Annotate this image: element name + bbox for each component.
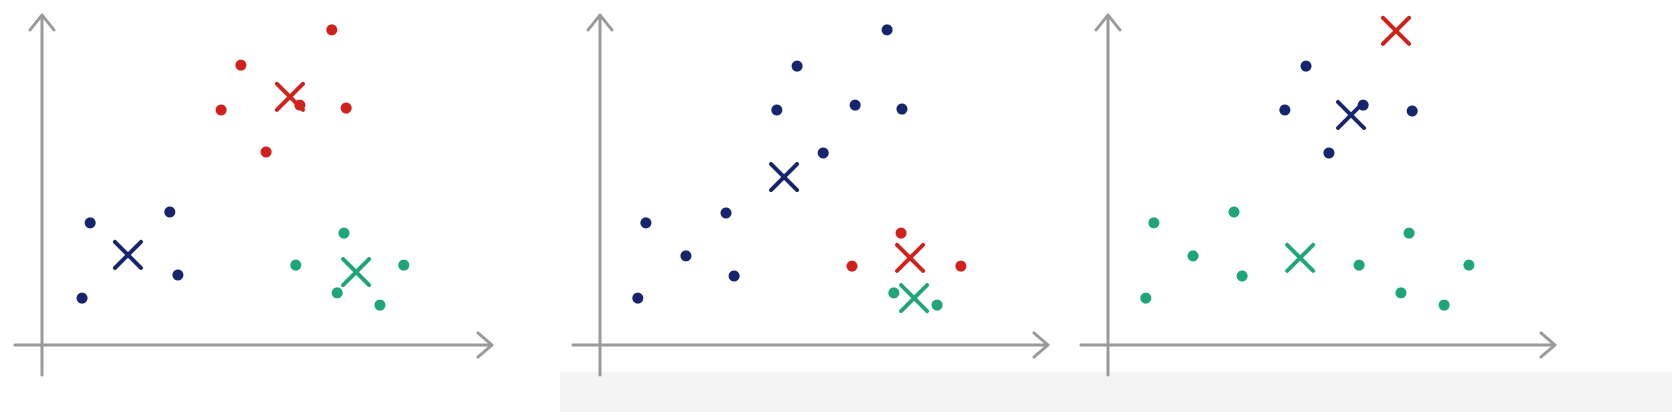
point xyxy=(76,292,88,304)
point xyxy=(846,260,858,272)
point xyxy=(164,206,176,218)
point xyxy=(398,259,410,271)
point xyxy=(84,217,96,229)
point xyxy=(640,217,652,229)
point xyxy=(338,227,350,239)
point xyxy=(172,269,184,281)
point xyxy=(720,207,732,219)
point xyxy=(728,270,740,282)
centroid xyxy=(112,239,143,270)
point xyxy=(1300,60,1312,72)
point xyxy=(331,287,343,299)
point xyxy=(1353,259,1365,271)
point xyxy=(1463,259,1475,271)
point xyxy=(1438,299,1450,311)
point xyxy=(881,24,893,36)
point xyxy=(791,60,803,72)
centroid xyxy=(895,242,926,273)
point xyxy=(931,299,943,311)
centroid xyxy=(899,283,930,314)
axes xyxy=(571,13,1050,377)
point xyxy=(340,102,352,114)
point xyxy=(1148,217,1160,229)
centroid xyxy=(1336,99,1366,130)
point xyxy=(955,260,967,272)
point xyxy=(290,259,302,271)
panel-axes xyxy=(13,13,1557,377)
point xyxy=(1140,292,1152,304)
point xyxy=(771,104,783,116)
point xyxy=(326,24,338,36)
centroid xyxy=(274,81,305,112)
background-strip xyxy=(560,372,1672,412)
point xyxy=(895,227,907,239)
centroid xyxy=(769,162,800,193)
point xyxy=(849,99,861,111)
point xyxy=(1403,227,1415,239)
point xyxy=(1187,250,1199,262)
point xyxy=(1323,147,1335,159)
point xyxy=(374,299,386,311)
point xyxy=(1406,105,1418,117)
point xyxy=(817,147,829,159)
centroid xyxy=(341,257,372,288)
axes xyxy=(1079,13,1557,377)
point xyxy=(260,146,272,158)
point xyxy=(888,287,900,299)
point xyxy=(680,250,692,262)
point xyxy=(632,292,644,304)
axes xyxy=(13,13,494,377)
point xyxy=(896,103,908,115)
point xyxy=(1279,104,1291,116)
centroid xyxy=(1381,15,1411,46)
point xyxy=(1395,287,1407,299)
centroid xyxy=(1285,242,1316,273)
point xyxy=(1236,270,1248,282)
point xyxy=(215,104,227,116)
point xyxy=(235,59,247,71)
point xyxy=(1228,206,1240,218)
